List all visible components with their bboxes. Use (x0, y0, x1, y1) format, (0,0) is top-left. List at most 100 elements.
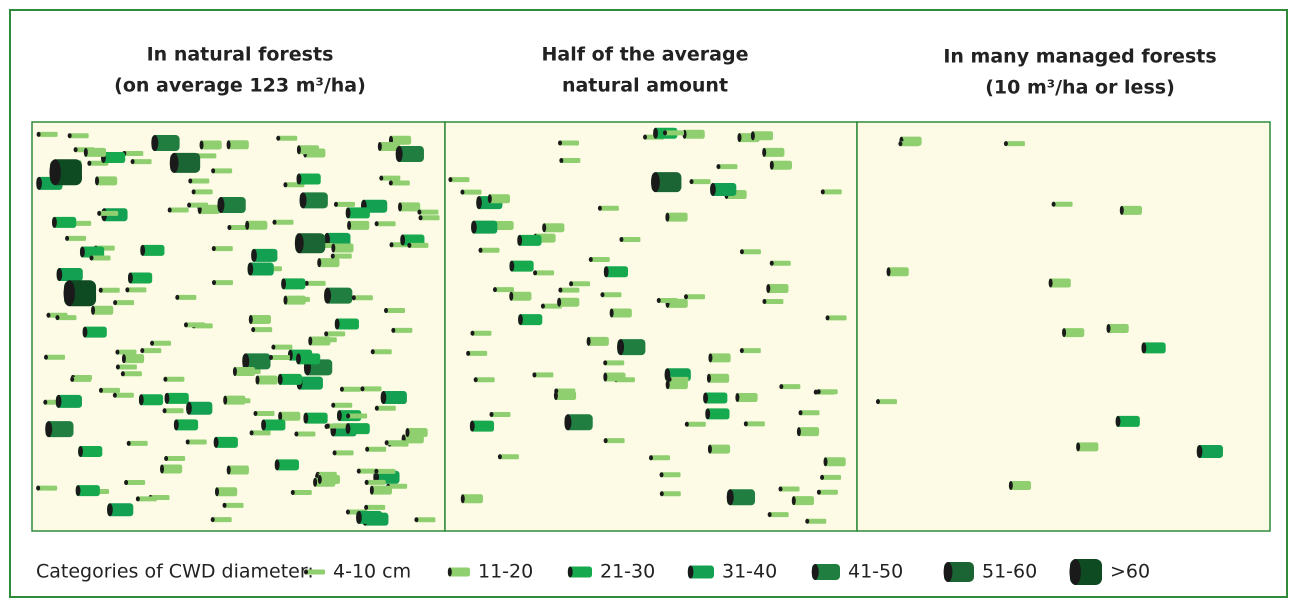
log (188, 178, 209, 183)
panel-title: In many managed forests (943, 46, 1216, 68)
log-end (470, 331, 474, 336)
log (744, 421, 765, 426)
log-end (740, 249, 744, 254)
log-end (470, 421, 475, 432)
log-end (333, 450, 337, 455)
log-end (113, 393, 117, 398)
log (1197, 445, 1223, 458)
log (70, 377, 91, 382)
log-end (261, 419, 266, 430)
log-end (160, 464, 164, 473)
log-end (331, 254, 335, 259)
log-end (36, 486, 40, 491)
log-end (296, 353, 301, 364)
log-end (255, 375, 259, 384)
log-end (122, 354, 126, 363)
log (740, 249, 761, 254)
log-end (389, 242, 393, 247)
log-end (400, 235, 405, 246)
log (1049, 278, 1071, 287)
log (168, 208, 189, 213)
log-end (80, 246, 85, 257)
log (291, 490, 312, 495)
log (335, 319, 359, 330)
log (817, 490, 838, 495)
log (1107, 324, 1129, 333)
log-end (251, 249, 257, 262)
log (461, 494, 483, 503)
log-end (150, 341, 154, 346)
log (660, 472, 681, 477)
log (91, 306, 113, 315)
log (303, 413, 327, 424)
log (770, 161, 792, 170)
log (683, 130, 705, 139)
log-end (707, 374, 711, 383)
log (217, 197, 245, 213)
log (768, 512, 789, 517)
log-end (604, 438, 608, 443)
log (448, 568, 470, 577)
log (489, 412, 510, 417)
log-end (70, 377, 74, 382)
log (294, 431, 315, 436)
log-end (84, 148, 88, 157)
log (56, 395, 82, 408)
log-end (313, 478, 317, 487)
log-end (685, 422, 689, 427)
log (68, 133, 89, 138)
log (340, 387, 361, 392)
log (346, 207, 370, 218)
log (604, 266, 628, 277)
log (375, 406, 396, 411)
log (532, 372, 553, 377)
log-end (708, 353, 712, 362)
log-end (68, 133, 72, 138)
log-end (346, 413, 350, 418)
log-end (37, 132, 41, 137)
log (557, 298, 579, 307)
log (125, 287, 146, 292)
log-end (175, 295, 179, 300)
log (684, 294, 705, 299)
log (374, 469, 395, 474)
log-end (99, 388, 103, 393)
log (619, 237, 640, 242)
log-end (113, 300, 117, 305)
log (509, 292, 531, 301)
log-end (619, 237, 623, 242)
log (281, 278, 305, 289)
legend-item: 51-60 (982, 561, 1037, 583)
log (604, 438, 625, 443)
log-end (365, 480, 369, 485)
log-end (1062, 328, 1066, 337)
log (174, 419, 198, 430)
log-end (374, 469, 378, 474)
log (751, 131, 773, 140)
log (116, 365, 137, 370)
log (140, 245, 164, 256)
log-end (370, 486, 374, 495)
log (271, 345, 292, 350)
log-end (532, 372, 536, 377)
log (326, 424, 347, 429)
log (97, 211, 118, 216)
log (170, 153, 200, 173)
log-end (43, 400, 47, 405)
log-end (684, 294, 688, 299)
log (509, 261, 533, 272)
log (396, 146, 424, 162)
log-end (46, 313, 50, 318)
log-end (1076, 442, 1080, 451)
panel-title: natural amount (562, 75, 728, 97)
log-end (1049, 278, 1053, 287)
log (762, 148, 784, 157)
log-end (740, 348, 744, 353)
log-end (365, 447, 369, 452)
log-end (124, 480, 128, 485)
log (275, 459, 299, 470)
log-end (357, 469, 361, 474)
log-end (703, 392, 708, 403)
log (52, 217, 76, 228)
log (826, 315, 847, 320)
